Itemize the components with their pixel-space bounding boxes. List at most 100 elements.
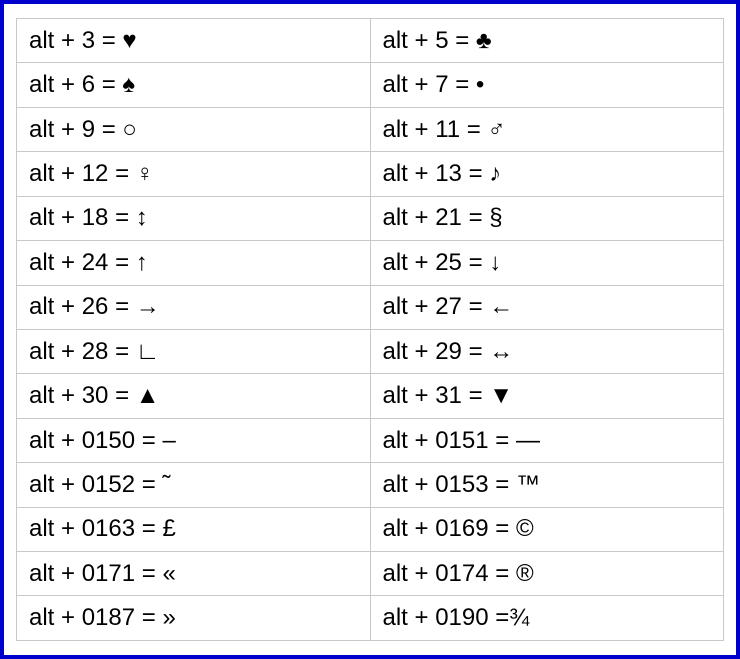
table-row: alt + 24 = ↑ alt + 25 = ↓ bbox=[17, 241, 724, 285]
alt-code-key: alt + 0153 = bbox=[383, 471, 516, 498]
alt-code-key: alt + 29 = bbox=[383, 338, 490, 365]
alt-code-key: alt + 9 = bbox=[29, 116, 122, 143]
alt-code-key: alt + 28 = bbox=[29, 338, 136, 365]
alt-code-cell: alt + 24 = ↑ bbox=[17, 241, 371, 285]
alt-code-cell: alt + 0190 =¾ bbox=[370, 596, 724, 641]
alt-code-key: alt + 31 = bbox=[383, 382, 490, 409]
table-row: alt + 18 = ↕ alt + 21 = § bbox=[17, 196, 724, 240]
alt-code-cell: alt + 7 = • bbox=[370, 63, 724, 107]
alt-code-key: alt + 18 = bbox=[29, 204, 136, 231]
alt-code-key: alt + 0190 = bbox=[383, 604, 510, 631]
alt-code-cell: alt + 31 = ▼ bbox=[370, 374, 724, 418]
alt-codes-frame: alt + 3 = ♥ alt + 5 = ♣ alt + 6 = ♠ alt … bbox=[0, 0, 740, 659]
alt-code-symbol: © bbox=[516, 515, 534, 542]
alt-code-cell: alt + 0187 = » bbox=[17, 596, 371, 641]
alt-code-key: alt + 3 = bbox=[29, 27, 122, 54]
alt-code-cell: alt + 0169 = © bbox=[370, 507, 724, 551]
alt-code-symbol: ♥ bbox=[122, 27, 136, 54]
alt-code-symbol: – bbox=[162, 427, 175, 454]
alt-code-symbol: ▼ bbox=[489, 382, 513, 409]
alt-code-cell: alt + 18 = ↕ bbox=[17, 196, 371, 240]
alt-code-key: alt + 27 = bbox=[383, 293, 490, 320]
alt-code-symbol: « bbox=[162, 560, 175, 587]
alt-code-cell: alt + 0152 = ˜ bbox=[17, 463, 371, 507]
alt-code-key: alt + 7 = bbox=[383, 71, 476, 98]
alt-code-key: alt + 0152 = bbox=[29, 471, 162, 498]
alt-code-cell: alt + 6 = ♠ bbox=[17, 63, 371, 107]
alt-code-key: alt + 5 = bbox=[383, 27, 476, 54]
alt-code-symbol: § bbox=[489, 204, 502, 231]
alt-code-cell: alt + 3 = ♥ bbox=[17, 19, 371, 63]
alt-code-cell: alt + 29 = ↔ bbox=[370, 329, 724, 373]
alt-code-cell: alt + 13 = ♪ bbox=[370, 152, 724, 196]
table-row: alt + 30 = ▲ alt + 31 = ▼ bbox=[17, 374, 724, 418]
alt-code-symbol: ™ bbox=[516, 471, 540, 498]
alt-code-symbol: ∟ bbox=[136, 338, 160, 365]
alt-code-symbol: £ bbox=[162, 515, 175, 542]
alt-code-cell: alt + 11 = ♂ bbox=[370, 107, 724, 151]
alt-code-key: alt + 12 = bbox=[29, 160, 136, 187]
alt-code-cell: alt + 12 = ♀ bbox=[17, 152, 371, 196]
alt-code-key: alt + 0171 = bbox=[29, 560, 162, 587]
table-row: alt + 6 = ♠ alt + 7 = • bbox=[17, 63, 724, 107]
alt-code-key: alt + 13 = bbox=[383, 160, 490, 187]
alt-code-cell: alt + 0151 = — bbox=[370, 418, 724, 462]
alt-code-key: alt + 11 = bbox=[383, 116, 488, 143]
table-row: alt + 9 = ○ alt + 11 = ♂ bbox=[17, 107, 724, 151]
alt-code-symbol: → bbox=[136, 293, 160, 320]
alt-code-key: alt + 25 = bbox=[383, 249, 490, 276]
alt-code-cell: alt + 0174 = ® bbox=[370, 552, 724, 596]
alt-code-cell: alt + 25 = ↓ bbox=[370, 241, 724, 285]
alt-code-symbol: ® bbox=[516, 560, 534, 587]
alt-codes-table: alt + 3 = ♥ alt + 5 = ♣ alt + 6 = ♠ alt … bbox=[16, 18, 724, 641]
alt-code-symbol: — bbox=[516, 427, 540, 454]
alt-code-key: alt + 6 = bbox=[29, 71, 122, 98]
alt-code-symbol: ↕ bbox=[136, 204, 148, 231]
table-row: alt + 3 = ♥ alt + 5 = ♣ bbox=[17, 19, 724, 63]
alt-code-symbol: ˜ bbox=[162, 471, 170, 498]
table-row: alt + 12 = ♀ alt + 13 = ♪ bbox=[17, 152, 724, 196]
alt-code-key: alt + 0169 = bbox=[383, 515, 516, 542]
alt-code-cell: alt + 0153 = ™ bbox=[370, 463, 724, 507]
alt-code-key: alt + 0174 = bbox=[383, 560, 516, 587]
alt-code-symbol: ← bbox=[489, 293, 513, 320]
table-row: alt + 0171 = « alt + 0174 = ® bbox=[17, 552, 724, 596]
alt-code-cell: alt + 5 = ♣ bbox=[370, 19, 724, 63]
alt-codes-tbody: alt + 3 = ♥ alt + 5 = ♣ alt + 6 = ♠ alt … bbox=[17, 19, 724, 641]
alt-code-symbol: ♂ bbox=[487, 116, 505, 143]
alt-code-key: alt + 26 = bbox=[29, 293, 136, 320]
alt-code-symbol: ♪ bbox=[489, 160, 501, 187]
alt-code-cell: alt + 0163 = £ bbox=[17, 507, 371, 551]
alt-code-cell: alt + 9 = ○ bbox=[17, 107, 371, 151]
alt-code-symbol: ↓ bbox=[489, 249, 501, 276]
alt-code-symbol: ○ bbox=[122, 116, 137, 143]
alt-code-key: alt + 30 = bbox=[29, 382, 136, 409]
table-row: alt + 0150 = – alt + 0151 = — bbox=[17, 418, 724, 462]
alt-code-symbol: ↔ bbox=[489, 338, 513, 365]
alt-code-symbol: ♀ bbox=[136, 160, 154, 187]
alt-code-symbol: ¾ bbox=[509, 604, 529, 631]
alt-code-cell: alt + 28 = ∟ bbox=[17, 329, 371, 373]
table-row: alt + 28 = ∟ alt + 29 = ↔ bbox=[17, 329, 724, 373]
table-row: alt + 26 = → alt + 27 = ← bbox=[17, 285, 724, 329]
alt-code-symbol: » bbox=[162, 604, 175, 631]
alt-code-key: alt + 0187 = bbox=[29, 604, 162, 631]
alt-code-cell: alt + 27 = ← bbox=[370, 285, 724, 329]
alt-code-key: alt + 0151 = bbox=[383, 427, 516, 454]
alt-code-symbol: ↑ bbox=[136, 249, 148, 276]
alt-code-cell: alt + 30 = ▲ bbox=[17, 374, 371, 418]
table-row: alt + 0152 = ˜ alt + 0153 = ™ bbox=[17, 463, 724, 507]
alt-code-symbol: ♣ bbox=[476, 27, 492, 54]
alt-code-symbol: ♠ bbox=[122, 71, 135, 98]
table-row: alt + 0187 = » alt + 0190 =¾ bbox=[17, 596, 724, 641]
alt-code-cell: alt + 21 = § bbox=[370, 196, 724, 240]
alt-code-key: alt + 21 = bbox=[383, 204, 490, 231]
alt-code-key: alt + 0163 = bbox=[29, 515, 162, 542]
alt-code-cell: alt + 0171 = « bbox=[17, 552, 371, 596]
alt-code-key: alt + 0150 = bbox=[29, 427, 162, 454]
alt-code-symbol: • bbox=[476, 71, 484, 98]
alt-code-symbol: ▲ bbox=[136, 382, 160, 409]
table-row: alt + 0163 = £ alt + 0169 = © bbox=[17, 507, 724, 551]
alt-code-cell: alt + 26 = → bbox=[17, 285, 371, 329]
alt-code-cell: alt + 0150 = – bbox=[17, 418, 371, 462]
